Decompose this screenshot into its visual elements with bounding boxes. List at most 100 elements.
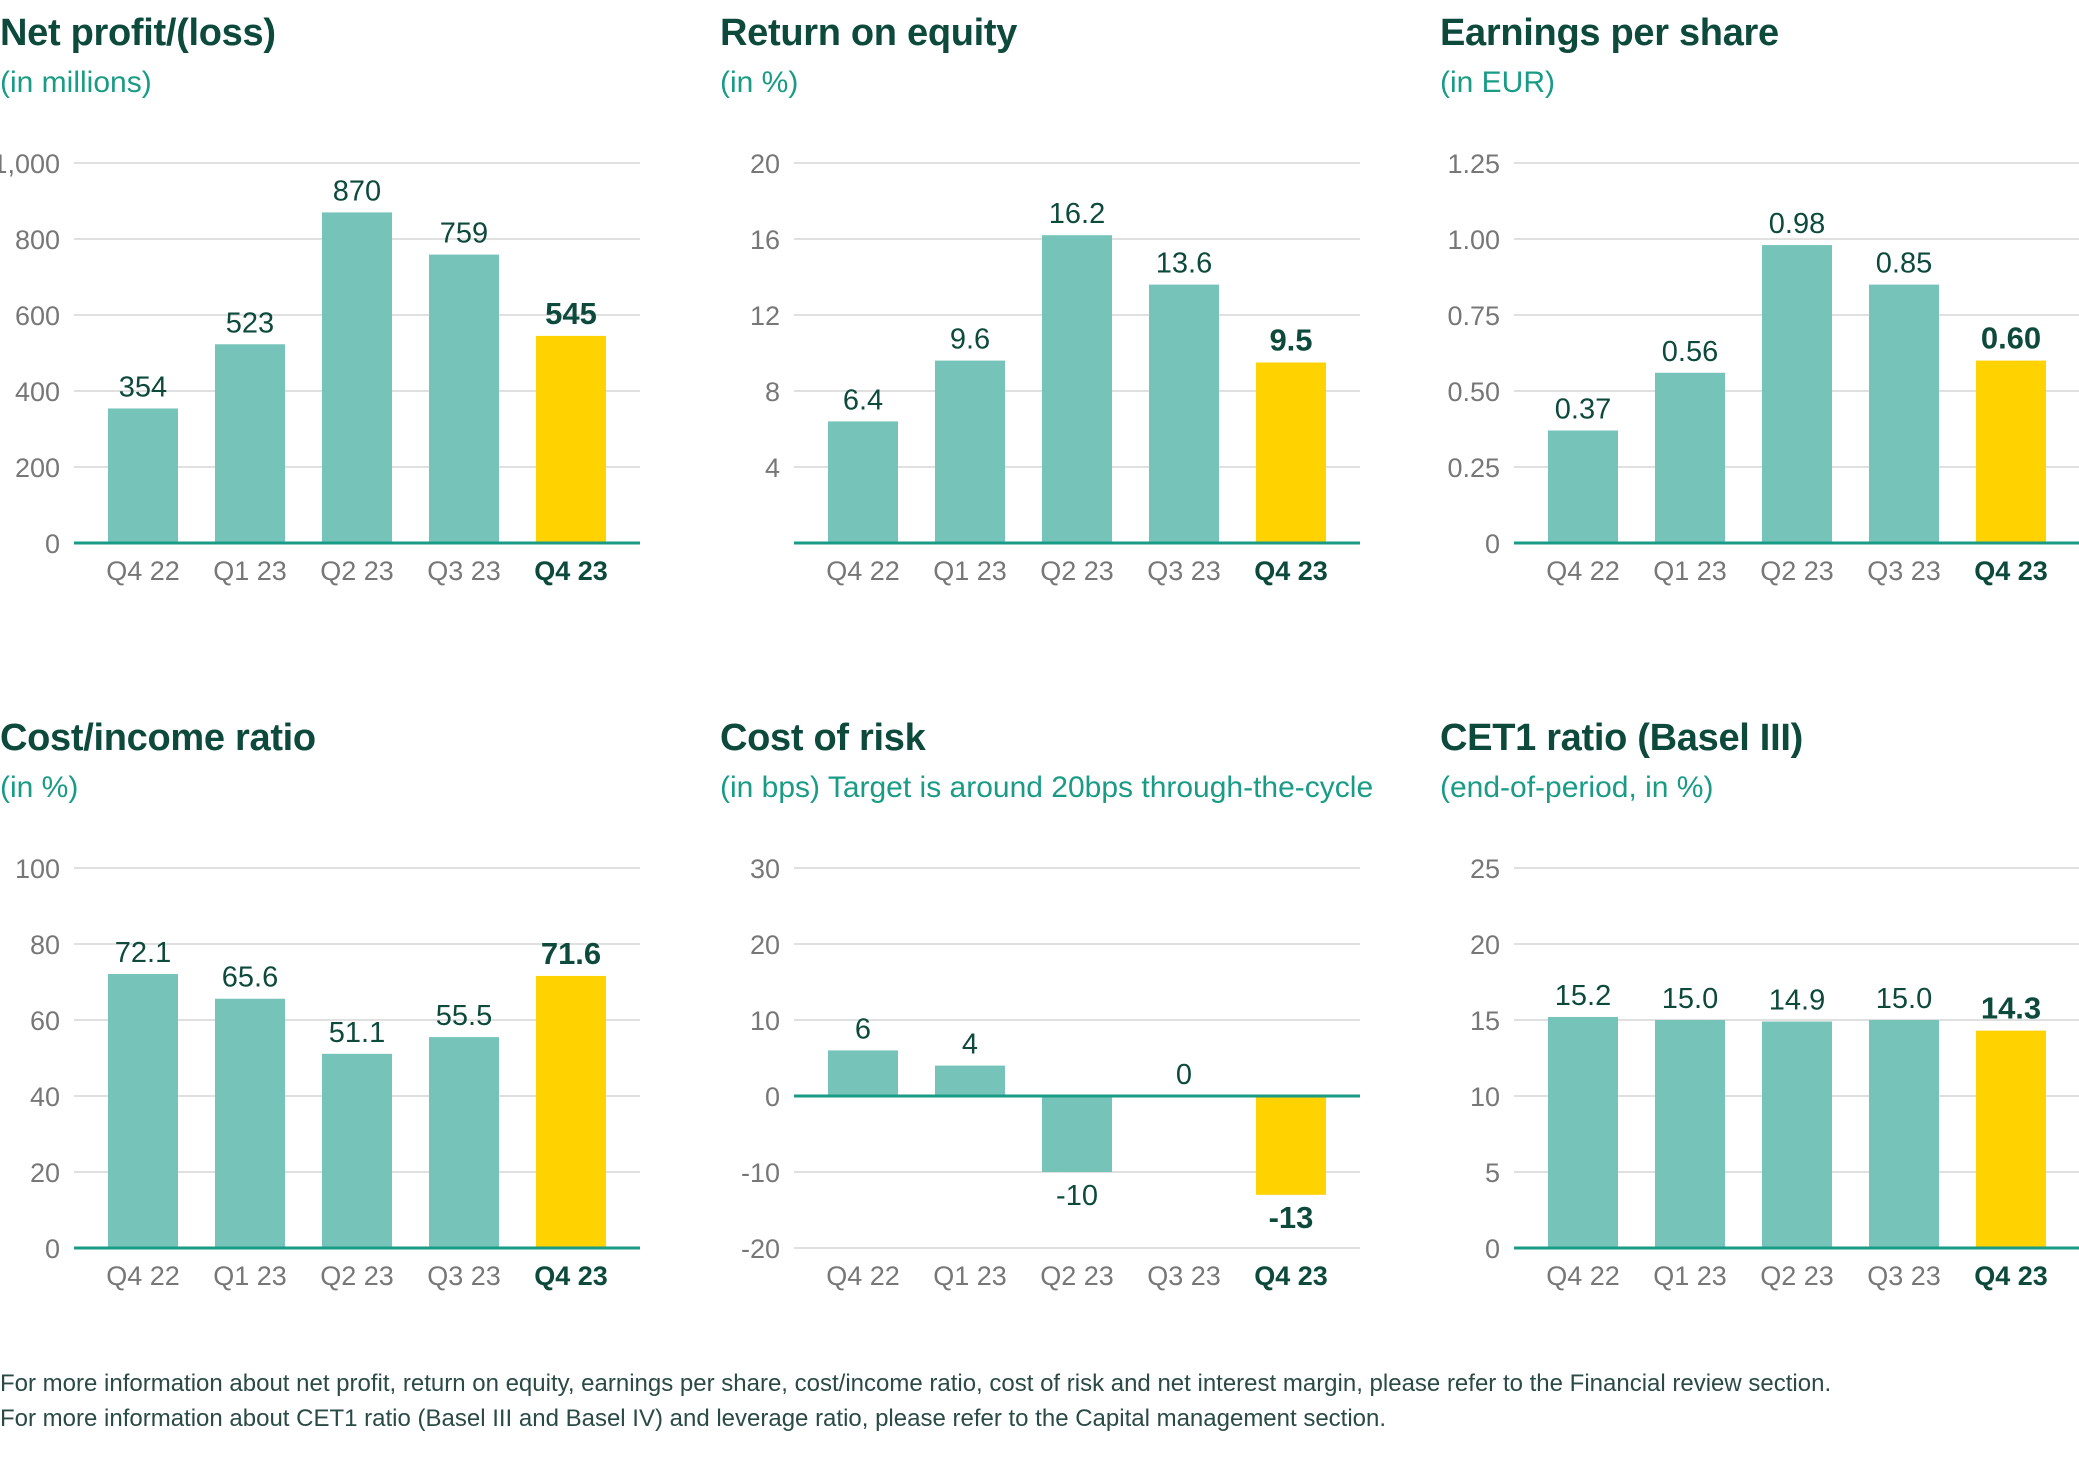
x-tick-label: Q2 23 — [1040, 556, 1114, 586]
bar-highlight — [536, 975, 606, 1248]
x-tick-label: Q1 23 — [213, 556, 287, 586]
data-label: 6.4 — [843, 384, 883, 416]
y-tick-label: 0 — [45, 1234, 60, 1264]
chart-title: Return on equity — [720, 12, 1018, 54]
data-label: 9.5 — [1269, 323, 1312, 358]
x-tick-label: Q2 23 — [320, 556, 394, 586]
x-tick-label: Q1 23 — [213, 1261, 287, 1291]
chart-panel-cet1-ratio: CET1 ratio (Basel III) (end-of-period, i… — [1440, 705, 2079, 1325]
chart-subtitle: (in bps) Target is around 20bps through-… — [720, 771, 1374, 804]
x-tick-label: Q3 23 — [1867, 1261, 1941, 1291]
chart-title: Net profit/(loss) — [0, 12, 276, 54]
bar — [108, 408, 178, 543]
bar — [1869, 1020, 1939, 1248]
chart-title: Cost of risk — [720, 717, 926, 759]
bar — [429, 254, 499, 543]
y-tick-label: 200 — [15, 453, 60, 483]
bar — [1762, 245, 1832, 543]
bar-highlight — [1256, 1096, 1326, 1195]
y-tick-label: 0 — [765, 1082, 780, 1112]
data-label: 15.0 — [1876, 983, 1932, 1015]
data-label: 354 — [119, 371, 167, 403]
bar — [1655, 1020, 1725, 1248]
x-tick-label: Q1 23 — [933, 556, 1007, 586]
bar-highlight — [1976, 1030, 2046, 1248]
chart-subtitle: (in %) — [0, 771, 79, 804]
bar — [1042, 235, 1112, 543]
data-label: 51.1 — [329, 1017, 385, 1049]
chart-title: Cost/income ratio — [0, 717, 316, 759]
chart-title: CET1 ratio (Basel III) — [1440, 717, 1803, 759]
bar — [1149, 284, 1219, 543]
bar-highlight — [1256, 362, 1326, 543]
x-tick-label: Q3 23 — [1867, 556, 1941, 586]
chart-panel-cost-income-ratio: Cost/income ratio (in %) 0 20 40 60 80 100 72.… — [0, 705, 660, 1325]
x-tick-label: Q4 22 — [826, 1261, 900, 1291]
x-tick-label: Q4 23 — [534, 556, 608, 586]
chart-subtitle: (end-of-period, in %) — [1440, 771, 1714, 804]
bar — [215, 998, 285, 1248]
bar-highlight — [1976, 360, 2046, 543]
data-label: 14.9 — [1769, 985, 1825, 1017]
y-tick-label: 30 — [750, 854, 780, 884]
chart-subtitle: (in %) — [720, 66, 799, 99]
data-label: 55.5 — [436, 1000, 492, 1032]
y-tick-label: 0.50 — [1447, 377, 1500, 407]
x-tick-label: Q4 22 — [106, 1261, 180, 1291]
y-tick-label: 12 — [750, 301, 780, 331]
bar — [1869, 284, 1939, 543]
bar — [828, 421, 898, 543]
y-tick-label: 16 — [750, 225, 780, 255]
bar — [1548, 430, 1618, 543]
bar — [429, 1037, 499, 1248]
bar — [108, 974, 178, 1248]
y-tick-label: 60 — [30, 1006, 60, 1036]
y-tick-label: 800 — [15, 225, 60, 255]
chart-panel-cost-of-risk: Cost of risk (in bps) Target is around 2… — [720, 705, 1380, 1325]
y-tick-label: 25 — [1470, 854, 1500, 884]
bar-chart-net-profit: 0 200 400 600 800 1,000 354 Q4 22 523 Q1 23 870 Q2 … — [0, 149, 640, 586]
y-tick-label: 8 — [765, 377, 780, 407]
bar — [322, 1053, 392, 1248]
chart-title: Earnings per share — [1440, 12, 1779, 54]
data-label: -13 — [1269, 1200, 1314, 1235]
y-tick-label: 0 — [1485, 529, 1500, 559]
bar — [1655, 372, 1725, 543]
y-tick-label: 0 — [1485, 1234, 1500, 1264]
x-tick-label: Q4 23 — [534, 1261, 608, 1291]
chart-panel-return-on-equity: Return on equity (in %) 4 8 12 16 20 6.4 Q4 22… — [720, 0, 1380, 620]
chart-panel-net-profit: Net profit/(loss) (in millions) 0 200 400 6… — [0, 0, 660, 620]
x-tick-label: Q3 23 — [427, 1261, 501, 1291]
bar — [1042, 1096, 1112, 1172]
data-label: -10 — [1056, 1180, 1098, 1212]
data-label: 4 — [962, 1029, 978, 1061]
x-tick-label: Q4 22 — [826, 556, 900, 586]
data-label: 0.98 — [1769, 208, 1825, 240]
bar-chart-return-on-equity: 4 8 12 16 20 6.4 Q4 22 9.6 Q1 23 16.2 Q2 23 13.6 Q3 … — [750, 149, 1360, 586]
x-tick-label: Q1 23 — [1653, 556, 1727, 586]
x-tick-label: Q2 23 — [320, 1261, 394, 1291]
data-label: 65.6 — [222, 962, 278, 994]
y-tick-label: 400 — [15, 377, 60, 407]
data-label: 759 — [440, 218, 488, 250]
chart-panel-earnings-per-share: Earnings per share (in EUR) 0 0.25 0.50 0.7… — [1440, 0, 2079, 620]
x-tick-label: Q2 23 — [1040, 1261, 1114, 1291]
bar-chart-earnings-per-share: 0 0.25 0.50 0.75 1.00 1.25 0.37 Q4 22 0.56 Q1 23 0… — [1447, 149, 2079, 586]
data-label: 870 — [333, 175, 381, 207]
bar-chart-cet1-ratio: 0 5 10 15 20 25 15.2 Q4 22 15.0 Q1 23 14.9 Q2 23 15.… — [1470, 854, 2079, 1291]
bar — [1548, 1016, 1618, 1248]
data-label: 71.6 — [541, 936, 601, 971]
x-tick-label: Q4 22 — [1546, 1261, 1620, 1291]
y-tick-label: -10 — [741, 1158, 780, 1188]
bar — [1762, 1021, 1832, 1248]
y-tick-label: 10 — [750, 1006, 780, 1036]
y-tick-label: 10 — [1470, 1082, 1500, 1112]
y-tick-label: -20 — [741, 1234, 780, 1264]
y-tick-label: 20 — [30, 1158, 60, 1188]
footnote-capital-management: For more information about CET1 ratio (B… — [0, 1405, 1387, 1432]
x-tick-label: Q4 23 — [1974, 556, 2048, 586]
data-label: 16.2 — [1049, 198, 1105, 230]
data-label: 15.0 — [1662, 983, 1718, 1015]
bar — [935, 360, 1005, 543]
x-tick-label: Q4 23 — [1974, 1261, 2048, 1291]
